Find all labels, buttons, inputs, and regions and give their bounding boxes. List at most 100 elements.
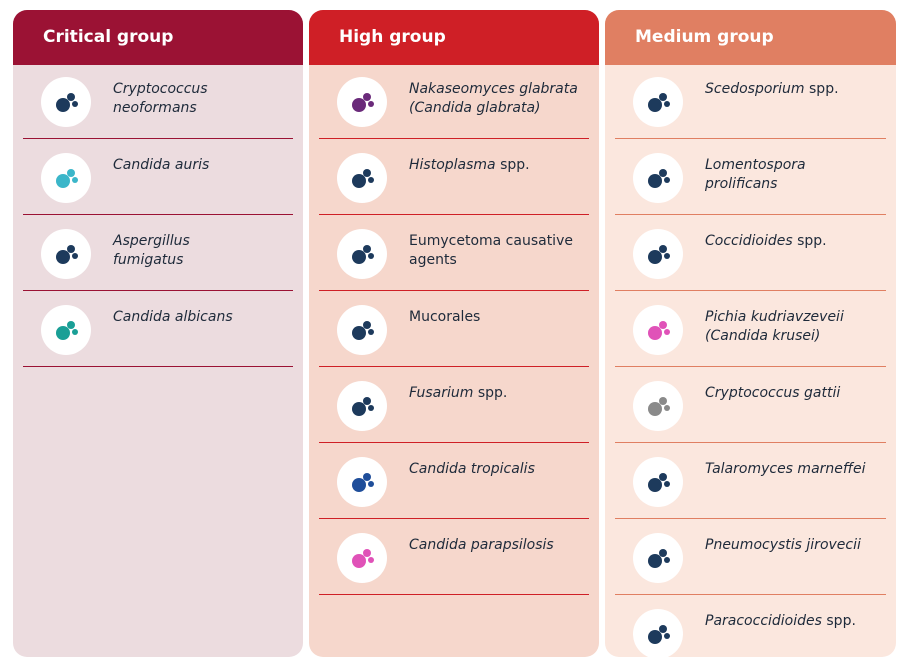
pathogen-row: Mucorales: [319, 293, 589, 367]
pathogen-icon: [41, 229, 91, 279]
pathogen-icon: [337, 381, 387, 431]
icon-dot: [368, 557, 374, 563]
icon-dot: [352, 478, 366, 492]
icon-dot: [664, 253, 670, 259]
icon-dot: [352, 554, 366, 568]
icon-dot: [56, 174, 70, 188]
icon-dot: [67, 245, 75, 253]
pathogen-icon: [41, 305, 91, 355]
group-column: Critical group Cryptococcus neoformans Can…: [13, 10, 303, 657]
group-column: Medium group Scedosporium spp. Lomentospor…: [605, 10, 896, 657]
icon-dot: [368, 405, 374, 411]
pathogen-name: Histoplasma spp.: [409, 156, 594, 175]
pathogen-row: Cryptococcus neoformans: [23, 65, 293, 139]
pathogen-name: Scedosporium spp.: [705, 80, 875, 99]
icon-dot: [363, 473, 371, 481]
pathogen-species: Talaromyces marneffei: [705, 461, 866, 477]
pathogen-icon: [633, 229, 683, 279]
pathogen-name: Paracoccidioides spp.: [705, 612, 875, 631]
pathogen-species: Scedosporium: [705, 81, 805, 97]
group-column: High group Nakaseomyces glabrata (Candida…: [309, 10, 599, 657]
icon-dot: [363, 169, 371, 177]
pathogen-row: Candida tropicalis: [319, 445, 589, 519]
icon-dot: [664, 557, 670, 563]
pathogen-icon: [633, 457, 683, 507]
pathogen-name: Candida parapsilosis: [409, 536, 594, 555]
pathogen-name: Aspergillus fumigatus: [113, 232, 263, 270]
pathogen-species: Pichia kudriavzeveii (Candida krusei): [705, 309, 844, 344]
icon-dot: [659, 397, 667, 405]
pathogen-icon: [633, 533, 683, 583]
pathogen-row: Aspergillus fumigatus: [23, 217, 293, 291]
pathogen-species: Candida auris: [113, 157, 210, 173]
icon-dot: [368, 177, 374, 183]
icon-dot: [352, 98, 366, 112]
icon-dot: [648, 554, 662, 568]
pathogen-suffix: spp.: [826, 613, 856, 629]
pathogen-suffix: spp.: [500, 157, 530, 173]
pathogen-name: Mucorales: [409, 308, 594, 327]
pathogen-species: Eumycetoma causative agents: [409, 233, 573, 268]
icon-dot: [648, 326, 662, 340]
icon-dot: [363, 321, 371, 329]
icon-dot: [648, 98, 662, 112]
pathogen-name: Talaromyces marneffei: [705, 460, 875, 479]
pathogen-name: Nakaseomyces glabrata (Candida glabrata): [409, 80, 594, 118]
pathogen-icon: [633, 609, 683, 657]
pathogen-species: Mucorales: [409, 309, 481, 325]
pathogen-row: Talaromyces marneffei: [615, 445, 886, 519]
icon-dot: [352, 402, 366, 416]
pathogen-species: Lomentospora prolificans: [705, 157, 806, 192]
pathogen-icon: [41, 153, 91, 203]
icon-dot: [72, 177, 78, 183]
icon-dot: [67, 169, 75, 177]
pathogen-row: Lomentospora prolificans: [615, 141, 886, 215]
pathogen-name: Lomentospora prolificans: [705, 156, 875, 194]
icon-dot: [368, 481, 374, 487]
pathogen-row: Fusarium spp.: [319, 369, 589, 443]
pathogen-species: Histoplasma: [409, 157, 496, 173]
icon-dot: [664, 101, 670, 107]
pathogen-row: Candida albicans: [23, 293, 293, 367]
icon-dot: [67, 321, 75, 329]
pathogen-suffix: spp.: [477, 385, 508, 401]
pathogen-species: Aspergillus fumigatus: [113, 233, 190, 268]
pathogen-row: Candida parapsilosis: [319, 521, 589, 595]
icon-dot: [363, 549, 371, 557]
icon-dot: [352, 326, 366, 340]
icon-dot: [648, 174, 662, 188]
icon-dot: [368, 101, 374, 107]
pathogen-name: Candida albicans: [113, 308, 263, 327]
pathogen-icon: [41, 77, 91, 127]
group-title: Medium group: [605, 10, 896, 65]
pathogen-name: Candida auris: [113, 156, 263, 175]
pathogen-row: Cryptococcus gattii: [615, 369, 886, 443]
pathogen-row: Paracoccidioides spp.: [615, 597, 886, 657]
icon-dot: [56, 326, 70, 340]
pathogen-name: Pneumocystis jirovecii: [705, 536, 875, 555]
pathogen-icon: [633, 77, 683, 127]
pathogen-icon: [633, 153, 683, 203]
icon-dot: [664, 405, 670, 411]
icon-dot: [56, 250, 70, 264]
icon-dot: [648, 630, 662, 644]
icon-dot: [659, 321, 667, 329]
pathogen-species: Cryptococcus gattii: [705, 385, 841, 401]
icon-dot: [648, 478, 662, 492]
pathogen-icon: [633, 305, 683, 355]
icon-dot: [72, 329, 78, 335]
icon-dot: [648, 250, 662, 264]
pathogen-icon: [337, 77, 387, 127]
group-title: Critical group: [13, 10, 303, 65]
icon-dot: [648, 402, 662, 416]
pathogen-row: Candida auris: [23, 141, 293, 215]
icon-dot: [664, 633, 670, 639]
pathogen-row: Histoplasma spp.: [319, 141, 589, 215]
pathogen-name: Pichia kudriavzeveii (Candida krusei): [705, 308, 875, 346]
icon-dot: [659, 245, 667, 253]
pathogen-row: Nakaseomyces glabrata (Candida glabrata): [319, 65, 589, 139]
pathogen-icon: [337, 153, 387, 203]
icon-dot: [664, 329, 670, 335]
pathogen-row: Scedosporium spp.: [615, 65, 886, 139]
icon-dot: [659, 93, 667, 101]
